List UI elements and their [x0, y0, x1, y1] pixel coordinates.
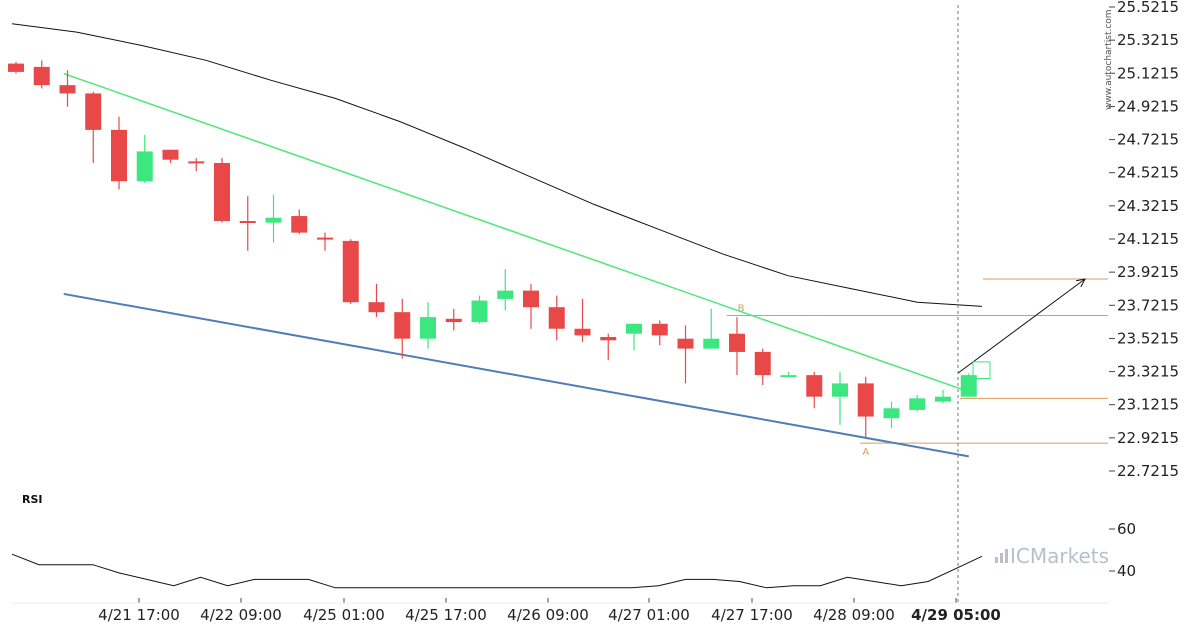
candle-body [239, 221, 256, 224]
candle-body [471, 300, 488, 323]
candle-body [394, 312, 411, 339]
logo-text: ICMarkets [1010, 544, 1109, 568]
pattern-point-b-label: B [738, 303, 745, 314]
candle-body [291, 216, 308, 233]
candle-body [420, 317, 436, 339]
candle-body [909, 398, 926, 410]
forecast [957, 278, 1086, 379]
candle-body [214, 163, 230, 222]
pattern-levels: AB [727, 278, 1108, 458]
price-tick-label: 24.3215 [1117, 197, 1179, 215]
time-tick-label: 4/25 17:00 [405, 606, 487, 624]
candle-body [651, 323, 668, 336]
rsi-label: RSI [22, 493, 43, 506]
forecast-arrow-line [957, 278, 1086, 374]
price-tick-label: 24.1215 [1117, 230, 1179, 248]
price-tick-label: 22.9215 [1117, 429, 1179, 447]
price-tick-label: 23.3215 [1117, 363, 1179, 381]
candle-body [806, 375, 823, 397]
time-tick-label: 4/22 09:00 [200, 606, 282, 624]
candle-body [677, 338, 694, 349]
rsi-tick-label: 60 [1117, 520, 1136, 538]
candle-body [883, 408, 900, 419]
candle-body [368, 302, 385, 313]
price-tick-label: 23.9215 [1117, 263, 1179, 281]
candle-body [136, 151, 153, 182]
bollinger-upper-band [11, 23, 983, 307]
candle-body [729, 333, 745, 352]
time-tick-label: 4/21 17:00 [98, 606, 180, 624]
candle-body [935, 396, 951, 402]
time-tick-label: 4/28 09:00 [813, 606, 895, 624]
price-tick-label: 23.1215 [1117, 396, 1179, 414]
time-tick-label: 4/27 17:00 [711, 606, 793, 624]
candle-body [626, 323, 642, 334]
candle-body [832, 383, 848, 397]
rsi-panel: 60 40 [11, 520, 1136, 604]
candle-body [574, 328, 591, 336]
time-axis: 4/21 17:00 4/22 09:00 4/25 01:00 4/25 17:00… [98, 598, 1001, 624]
candle-body [548, 307, 565, 329]
candle-body [703, 338, 720, 349]
candle-body [497, 290, 514, 299]
time-tick-label: 4/25 01:00 [303, 606, 385, 624]
candle-body [162, 149, 179, 160]
candle-body [960, 375, 977, 397]
price-tick-label: 23.5215 [1117, 329, 1179, 347]
price-tick-label: 25.1215 [1117, 64, 1179, 82]
candlesticks [8, 60, 977, 439]
forecast-arrow-head [1076, 278, 1086, 288]
candle-body [317, 237, 333, 240]
candle-body [780, 375, 797, 378]
candle-body [523, 290, 539, 308]
rsi-line [11, 553, 983, 589]
lower-trend-line [63, 292, 969, 458]
candle-body [600, 337, 617, 341]
price-tick-label: 22.7215 [1117, 462, 1179, 480]
candle-body [59, 85, 76, 94]
rsi-tick-label: 40 [1117, 562, 1136, 580]
candle-body [342, 240, 359, 303]
candle-body [445, 318, 462, 323]
price-tick-label: 24.7215 [1117, 131, 1179, 149]
time-tick-label: 4/29 05:00 [911, 606, 1001, 624]
candle-body [857, 383, 874, 417]
time-tick-label: 4/27 01:00 [608, 606, 690, 624]
price-tick-label: 25.3215 [1117, 31, 1179, 49]
pattern-point-a-label: A [862, 447, 869, 458]
price-tick-label: 24.5215 [1117, 164, 1179, 182]
icmarkets-logo: ICMarkets [995, 544, 1109, 568]
price-tick-label: 24.9215 [1117, 97, 1179, 115]
forecast-candle-box [972, 361, 991, 379]
time-tick-label: 4/26 09:00 [507, 606, 589, 624]
bollinger-bands [11, 23, 983, 307]
candle-body [85, 93, 102, 130]
candle-body [265, 217, 282, 223]
trend-lines [63, 72, 969, 458]
autochartist-watermark: www.autochartist.com [1104, 9, 1114, 110]
price-tick-label: 25.5215 [1117, 0, 1179, 16]
candle-body [111, 129, 127, 182]
candle-body [754, 351, 771, 376]
price-tick-label: 23.7215 [1117, 296, 1179, 314]
plot-background [12, 0, 1109, 603]
candle-body [188, 161, 205, 164]
price-axis: 25.5215 25.3215 25.1215 24.9215 24.7215 24.52… [1109, 0, 1179, 480]
upper-trend-line [63, 72, 969, 393]
candle-body [33, 66, 50, 86]
candle-body [8, 63, 24, 72]
